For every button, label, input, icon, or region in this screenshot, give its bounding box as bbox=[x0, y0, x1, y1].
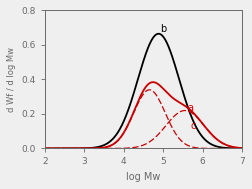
Text: a: a bbox=[188, 102, 194, 112]
Y-axis label: d Wf / d log Mw: d Wf / d log Mw bbox=[7, 47, 16, 112]
Text: b: b bbox=[161, 24, 167, 34]
Text: c: c bbox=[191, 121, 196, 131]
X-axis label: log Mw: log Mw bbox=[126, 172, 161, 182]
